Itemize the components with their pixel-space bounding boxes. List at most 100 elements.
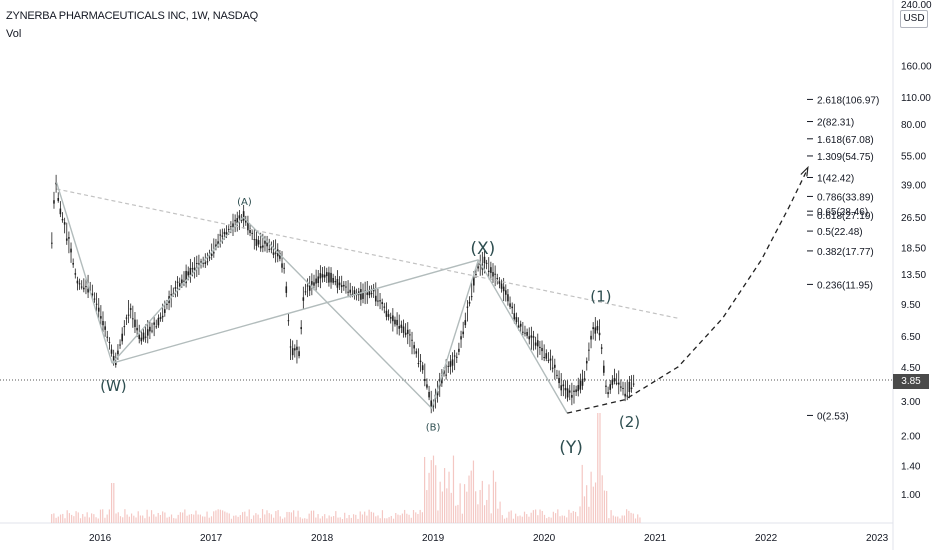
volume-bar [308, 513, 310, 523]
projection-arrowhead [800, 165, 809, 177]
candle-body [362, 292, 364, 299]
volume-bar [139, 515, 142, 523]
candle-body [451, 359, 454, 366]
volume-bar [359, 511, 361, 523]
volume-bar [455, 505, 457, 523]
candle-body [377, 300, 379, 302]
volume-bar [355, 514, 357, 523]
candle-body [274, 252, 277, 254]
wave-segment [431, 259, 480, 409]
volume-bar [204, 516, 206, 523]
volume-bar [255, 513, 257, 523]
volume-bar [306, 518, 308, 523]
candle-body [396, 319, 398, 326]
volume-bar [266, 510, 268, 523]
volume-bar [130, 513, 133, 523]
candle-body [185, 270, 187, 284]
volume-bar [268, 513, 270, 523]
volume-bar [557, 509, 559, 523]
candle-body [149, 326, 151, 332]
volume-bar [415, 512, 417, 523]
candle-body [285, 286, 288, 293]
candle-body [328, 272, 330, 283]
volume-bar [606, 490, 608, 523]
volume-bar [177, 514, 179, 523]
candle-body [251, 232, 253, 234]
candle-body [302, 297, 305, 301]
volume-bar [546, 518, 548, 523]
candle-body [504, 290, 507, 295]
volume-bar [281, 518, 284, 523]
currency-button[interactable]: USD [900, 10, 928, 28]
volume-bar [495, 481, 497, 523]
candle-body [153, 322, 155, 325]
volume-bar [346, 518, 348, 523]
candle-body [577, 385, 580, 392]
candle-body [338, 282, 341, 286]
candle-body [155, 326, 158, 328]
volume-bar [626, 509, 628, 523]
candle-body [464, 320, 467, 326]
volume-bar [286, 511, 288, 523]
volume-bar [357, 518, 359, 523]
candle-body [424, 379, 426, 382]
volume-bar [137, 511, 139, 523]
volume-bar [226, 512, 228, 523]
candle-body [596, 326, 599, 331]
candle-body [370, 292, 373, 295]
volume-bar [57, 516, 59, 523]
volume-bar [477, 504, 479, 523]
candle-body [579, 380, 582, 390]
volume-bar [133, 515, 135, 523]
volume-bar [142, 515, 144, 523]
candle-body [129, 308, 132, 310]
volume-bar [512, 518, 515, 523]
candle-body [51, 242, 53, 244]
volume-bar [404, 509, 406, 523]
volume-bar [317, 514, 319, 523]
volume-bar [173, 518, 175, 523]
volume-bar [619, 518, 621, 523]
candle-body [164, 309, 166, 313]
candle-body [53, 200, 55, 204]
volume-bar [468, 475, 470, 523]
volume-bar [586, 485, 588, 523]
candle-body [447, 365, 450, 367]
volume-bar [550, 517, 552, 523]
x-tick-label: 2020 [533, 533, 556, 544]
y-tick-label: 3.00 [901, 397, 921, 408]
candle-body [588, 349, 590, 351]
current-price-label: 3.85 [893, 374, 929, 389]
wave-segment [111, 259, 479, 364]
candle-body [306, 285, 309, 287]
y-tick-label: 39.00 [901, 181, 926, 192]
y-tick-label: 1.40 [901, 461, 921, 472]
candle-body [545, 353, 548, 359]
volume-bar [288, 512, 290, 523]
volume-bar [221, 510, 224, 523]
candle-body [551, 367, 554, 369]
volume-bar [375, 516, 377, 523]
trend-line [56, 188, 679, 319]
candle-body [181, 279, 183, 283]
volume-bar [95, 517, 97, 523]
volume-bar [239, 515, 241, 523]
candle-body [178, 283, 181, 287]
wave-label: (Y) [559, 438, 583, 458]
candle-body [325, 272, 328, 277]
candle-body [524, 332, 526, 334]
candle-body [564, 387, 567, 391]
candle-body [119, 344, 121, 346]
candle-body [624, 393, 626, 397]
volume-bar [108, 509, 110, 523]
volume-bar [188, 514, 190, 523]
volume-bar [426, 490, 428, 523]
fib-level-label: 0.618(27.19) [817, 211, 874, 222]
y-tick-label: 13.50 [901, 270, 926, 281]
candle-body [398, 326, 401, 329]
volume-bar [419, 509, 421, 523]
volume-bar [566, 517, 568, 523]
volume-bar [122, 517, 124, 523]
candle-body [304, 291, 307, 293]
candle-body [617, 382, 620, 385]
